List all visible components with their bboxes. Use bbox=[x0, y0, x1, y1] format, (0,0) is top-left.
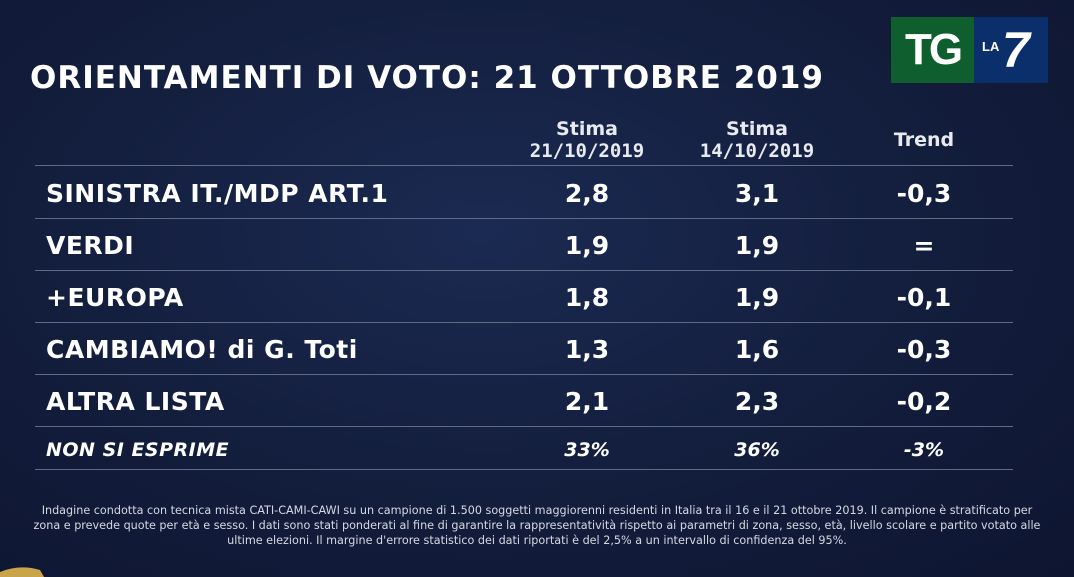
trend-value: -0,1 bbox=[896, 283, 952, 312]
column-header-date: 14/10/2019 bbox=[699, 140, 815, 162]
column-header-label: Trend bbox=[893, 129, 955, 151]
table-divider bbox=[35, 322, 1013, 323]
logo-seven: 7 bbox=[1002, 22, 1030, 78]
tg-la7-logo: TG LA 7 bbox=[891, 17, 1048, 83]
column-header-trend: Trend bbox=[864, 129, 984, 151]
table-divider bbox=[35, 374, 1013, 375]
party-name: NON SI ESPRIME bbox=[46, 439, 230, 461]
logo-la7: LA 7 bbox=[974, 17, 1048, 83]
current-estimate: 2,8 bbox=[564, 179, 610, 208]
column-header-date: 21/10/2019 bbox=[529, 140, 645, 162]
table-divider bbox=[35, 218, 1013, 219]
logo-la: LA bbox=[982, 39, 1000, 54]
party-name: VERDI bbox=[46, 231, 135, 260]
table-divider bbox=[35, 270, 1013, 271]
trend-value: -3% bbox=[903, 439, 945, 461]
column-header-label: Stima bbox=[726, 118, 788, 140]
previous-estimate: 1,9 bbox=[734, 231, 780, 260]
table-row: CAMBIAMO! di G. Toti 1,3 1,6 -0,3 bbox=[0, 324, 1074, 376]
table-row: ALTRA LISTA 2,1 2,3 -0,2 bbox=[0, 376, 1074, 428]
previous-estimate: 36% bbox=[734, 439, 780, 461]
table-divider bbox=[35, 426, 1013, 427]
current-estimate: 2,1 bbox=[564, 387, 610, 416]
column-header-current: Stima 21/10/2019 bbox=[512, 118, 662, 162]
previous-estimate: 1,9 bbox=[734, 283, 780, 312]
table-row-undecided: NON SI ESPRIME 33% 36% -3% bbox=[0, 424, 1074, 476]
column-header-label: Stima bbox=[556, 118, 618, 140]
party-name: SINISTRA IT./MDP ART.1 bbox=[46, 179, 389, 208]
table-row: VERDI 1,9 1,9 = bbox=[0, 220, 1074, 272]
column-header-previous: Stima 14/10/2019 bbox=[682, 118, 832, 162]
previous-estimate: 3,1 bbox=[734, 179, 780, 208]
party-name: +EUROPA bbox=[46, 283, 184, 312]
trend-value: = bbox=[913, 231, 935, 260]
page-title: ORIENTAMENTI DI VOTO: 21 OTTOBRE 2019 bbox=[30, 60, 824, 96]
party-name: ALTRA LISTA bbox=[46, 387, 225, 416]
trend-value: -0,3 bbox=[896, 179, 952, 208]
current-estimate: 1,3 bbox=[564, 335, 610, 364]
logo-tg: TG bbox=[891, 17, 974, 83]
table-divider bbox=[35, 165, 1013, 166]
current-estimate: 33% bbox=[564, 439, 610, 461]
previous-estimate: 1,6 bbox=[734, 335, 780, 364]
table-row: SINISTRA IT./MDP ART.1 2,8 3,1 -0,3 bbox=[0, 168, 1074, 220]
party-name: CAMBIAMO! di G. Toti bbox=[46, 335, 358, 364]
trend-value: -0,2 bbox=[896, 387, 952, 416]
table-divider bbox=[35, 469, 1013, 470]
corner-graphic bbox=[0, 567, 44, 577]
trend-value: -0,3 bbox=[896, 335, 952, 364]
methodology-footnote: Indagine condotta con tecnica mista CATI… bbox=[33, 504, 1041, 547]
previous-estimate: 2,3 bbox=[734, 387, 780, 416]
current-estimate: 1,9 bbox=[564, 231, 610, 260]
table-row: +EUROPA 1,8 1,9 -0,1 bbox=[0, 272, 1074, 324]
current-estimate: 1,8 bbox=[564, 283, 610, 312]
